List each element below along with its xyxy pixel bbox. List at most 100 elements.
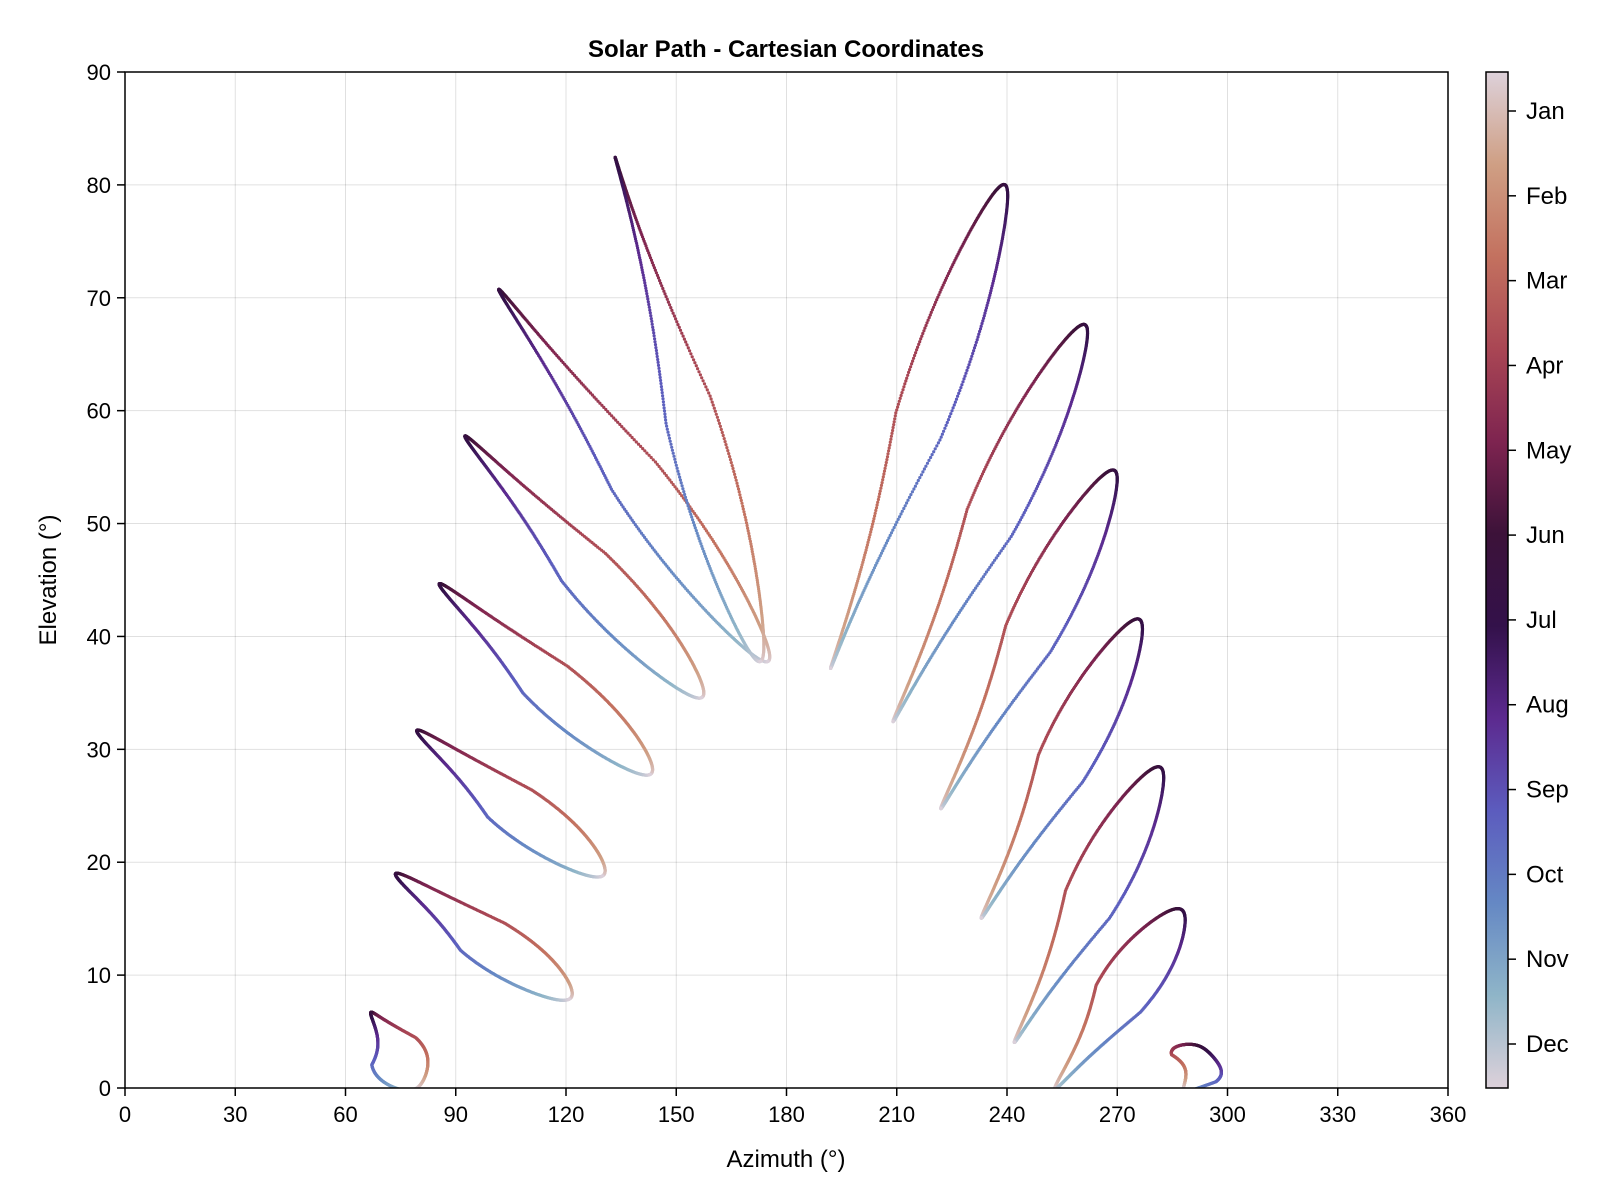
analemma-loop [497,287,772,664]
sun-position-point [744,518,748,522]
sun-position-point [679,481,683,485]
sun-position-point [666,430,670,434]
sun-position-point [659,381,663,386]
sun-position-point [410,1089,413,1092]
sun-position-point [659,385,664,389]
grid [124,71,1449,1089]
sun-position-point [898,515,902,519]
sun-position-point [688,349,692,353]
sun-position-point [766,659,770,664]
sun-position-point [903,504,907,508]
sun-position-point [656,357,660,362]
sun-position-point [672,314,677,318]
sun-position-point [648,311,652,315]
sun-position-point [405,1089,408,1092]
sun-position-point [896,402,901,406]
sun-position-point [976,335,980,339]
sun-position-point [720,430,724,435]
sun-position-point [407,1089,410,1092]
sun-position-point [716,418,721,422]
sun-position-point [728,458,733,462]
sun-position-point [403,1089,406,1092]
sun-position-point [893,414,897,418]
sun-position-point [903,382,907,386]
sun-position-point [879,486,883,490]
sun-position-point [409,1089,412,1092]
sun-position-point [667,436,672,440]
sun-position-point [401,1088,404,1091]
sun-position-point [741,504,745,508]
sun-position-point [902,506,906,511]
sun-position-point [670,308,674,312]
sun-position-point [567,997,572,1001]
sun-position-point [927,458,931,462]
sun-position-point [708,394,712,398]
sun-position-point [680,331,684,335]
sun-position-point [670,448,675,452]
sun-position-point [877,495,881,499]
sun-position-point [674,463,678,467]
sun-position-point [652,331,656,335]
sun-position-point [872,517,876,521]
sun-position-point [700,376,704,380]
sun-position-point [891,425,895,430]
sun-position-point [664,418,668,422]
sun-position-point [965,368,969,372]
sun-position-point [974,340,978,344]
sun-position-point [600,874,605,878]
sun-position-point [690,515,694,519]
sun-position-point [655,351,659,356]
sun-position-point [713,409,717,413]
sun-position-point [980,321,984,326]
sun-position-point [677,472,681,476]
sun-position-point [410,1089,413,1092]
sun-position-point [653,340,657,344]
sun-position-point [913,484,918,488]
sun-position-point [686,504,690,508]
sun-position-point [717,421,722,425]
sun-position-point [654,346,658,350]
sun-position-point [646,300,650,304]
sun-position-point [936,441,941,445]
sun-position-point [881,478,885,482]
sun-position-point [403,1089,406,1092]
sun-position-point [979,324,983,328]
sun-position-point [910,362,914,366]
sun-position-point [732,469,736,474]
sun-position-point [686,346,690,350]
sun-position-point [921,470,925,474]
sun-position-point [655,354,659,359]
sun-position-point [897,399,901,403]
sun-position-point [922,467,927,471]
sun-position-point [690,355,694,359]
sun-position-point [711,403,715,407]
sun-position-point [669,442,673,446]
sun-position-point [656,360,660,364]
sun-position-point [904,379,908,383]
sun-position-point [661,397,665,401]
sun-position-point [719,427,723,432]
sun-position-point [644,286,648,290]
sun-position-point [915,481,919,485]
sun-position-point [742,510,746,514]
sun-position-point [962,377,966,381]
sun-position-point [659,378,663,383]
sun-position-point [650,322,654,326]
sun-position-point [645,294,649,298]
sun-position-point [908,368,912,372]
sun-position-point [892,420,896,424]
sun-position-point [885,458,889,462]
sun-position-point [715,415,720,419]
sun-position-point [910,490,915,494]
analemma-loop [393,871,574,1002]
sun-position-point [698,373,703,377]
sun-position-point [704,385,708,389]
sun-position-point [957,391,961,395]
sun-position-point [648,308,652,312]
sun-position-point [905,376,909,380]
sun-position-point [892,423,896,427]
sun-position-point [733,475,738,479]
sun-position-point [728,455,732,459]
sun-position-point [722,437,726,441]
sun-position-point [678,478,683,482]
